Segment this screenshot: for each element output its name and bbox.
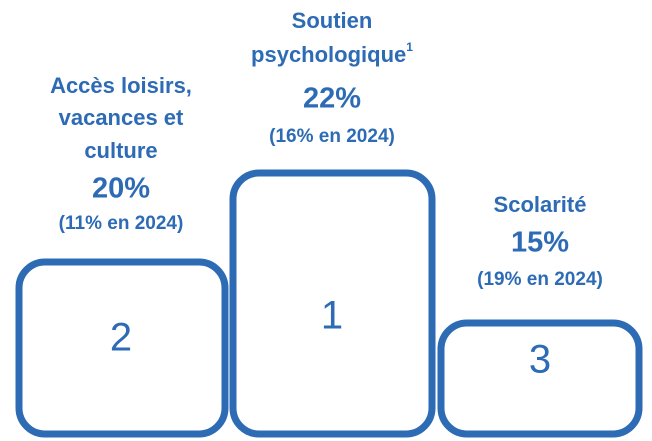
- footnote-marker: 1: [406, 40, 413, 54]
- previous-year-value: (11% en 2024): [59, 213, 184, 234]
- category-label-line: Soutien: [292, 8, 373, 33]
- podium-box: [229, 169, 436, 438]
- rank-number: 3: [529, 338, 551, 382]
- category-label-line: Scolarité: [494, 192, 587, 217]
- percentage-value: 20%: [92, 173, 150, 205]
- podium-column: Scolarité 15% (19% en 2024) 3: [437, 192, 643, 438]
- podium-box: [15, 258, 229, 438]
- rank-number: 1: [321, 294, 343, 338]
- category-label-line: psychologique: [251, 42, 406, 67]
- percentage-value: 15%: [511, 227, 569, 259]
- previous-year-value: (19% en 2024): [477, 269, 603, 290]
- podium-column: Accès loisirs, vacances et culture 20% (11% …: [15, 73, 229, 438]
- podium-box: [437, 319, 643, 438]
- category-label: vacances et: [59, 105, 184, 130]
- category-label: culture: [84, 138, 157, 163]
- category-label: Accès loisirs,: [50, 73, 192, 98]
- category-label-line: culture: [84, 138, 157, 163]
- percentage-value: 22%: [303, 83, 361, 115]
- category-label-line: Accès loisirs,: [50, 73, 192, 98]
- previous-year-value: (16% en 2024): [269, 126, 395, 147]
- rank-number: 2: [110, 316, 132, 360]
- category-label: Scolarité: [494, 192, 587, 217]
- category-label: psychologique1: [251, 40, 413, 67]
- category-label: Soutien: [292, 8, 373, 33]
- category-label-line: vacances et: [59, 105, 184, 130]
